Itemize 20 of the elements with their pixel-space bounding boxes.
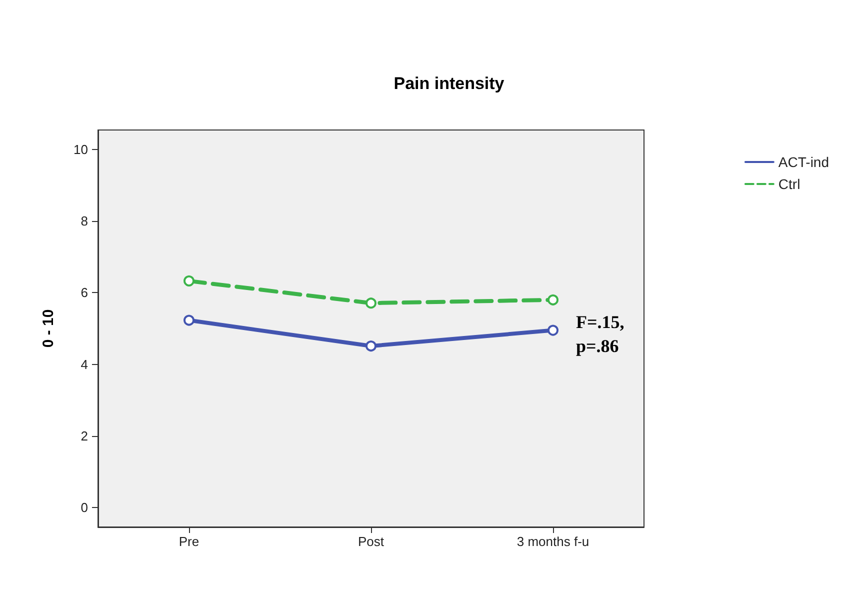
legend-label: ACT-ind	[778, 154, 830, 170]
x-tick-label: 3 months f-u	[516, 534, 590, 549]
point	[366, 340, 376, 352]
chart-title: Pain intensity	[394, 74, 505, 93]
legend-label: Ctrl	[778, 176, 800, 192]
x-tick-label: Pre	[178, 534, 200, 549]
y-tick-label: 2	[80, 428, 88, 444]
point	[548, 294, 558, 306]
y-tick-label: 0	[80, 500, 88, 515]
y-tick-label: 6	[80, 285, 88, 300]
y-tick-label: 4	[80, 356, 88, 372]
y-tick-label: 8	[80, 214, 88, 229]
x-tick-label: Post	[358, 534, 384, 549]
point	[548, 324, 558, 336]
point	[184, 275, 194, 286]
y-axis-title: 0 - 10	[40, 309, 57, 348]
annotation: F=.15, p=.86	[576, 312, 624, 356]
y-tick-label: 10	[74, 142, 88, 158]
point	[184, 314, 194, 326]
point	[366, 298, 376, 309]
